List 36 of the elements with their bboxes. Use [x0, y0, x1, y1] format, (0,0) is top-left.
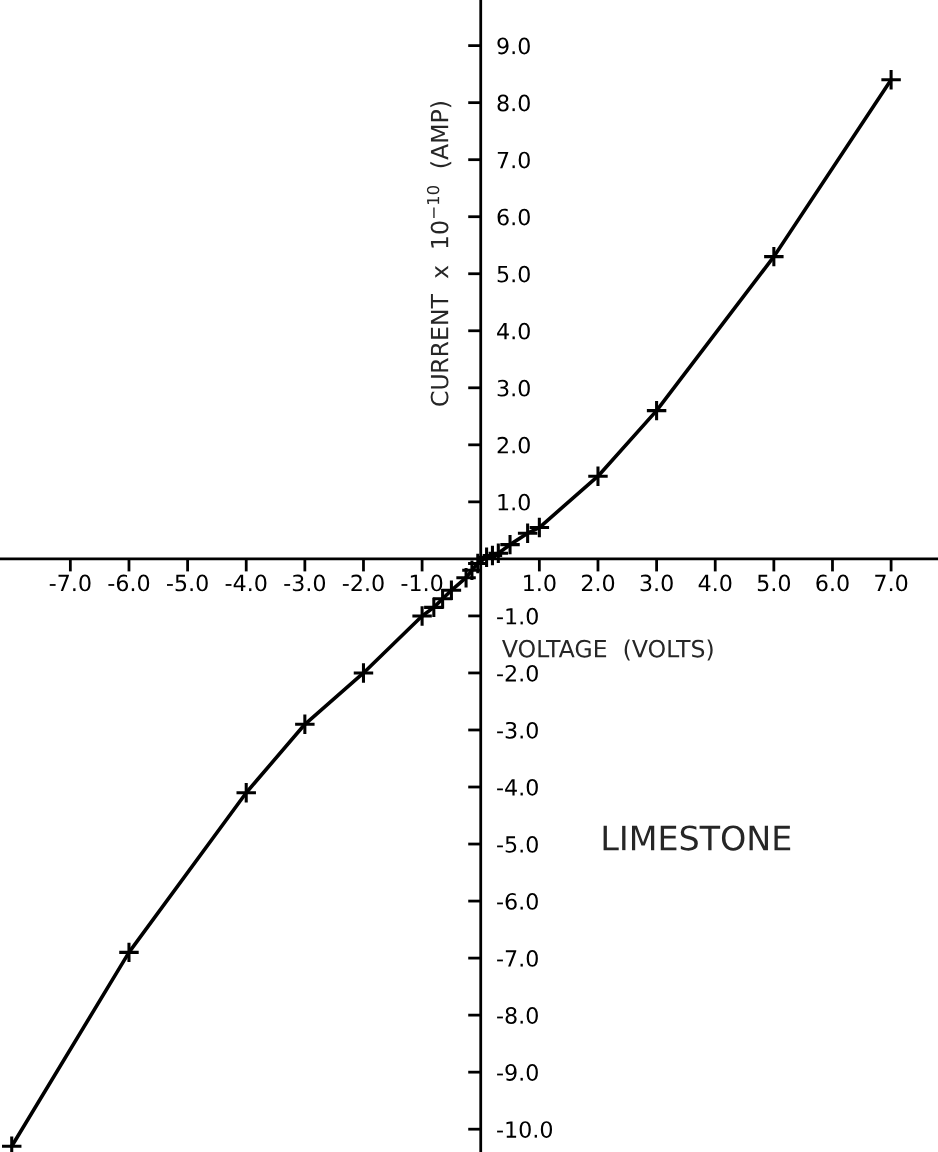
- x-tick-label: -7.0: [49, 574, 91, 592]
- annotation: LIMESTONE: [603, 825, 791, 851]
- x-tick-label: 1.0: [524, 574, 556, 592]
- y-tick-label: -3.0: [497, 721, 538, 739]
- y-tick-label: 6.0: [497, 208, 530, 226]
- x-tick-label: -2.0: [342, 574, 384, 592]
- x-tick-label: 7.0: [875, 574, 908, 592]
- y-tick-label: 9.0: [497, 37, 530, 55]
- x-tick-label: 3.0: [640, 574, 673, 592]
- y-tick-label: 2.0: [497, 436, 530, 454]
- y-tick-label: -2.0: [497, 664, 538, 682]
- y-tick-label: -6.0: [497, 893, 538, 910]
- x-tick-label: -3.0: [284, 574, 326, 592]
- y-tick-label: -8.0: [497, 1007, 538, 1024]
- y-axis-title: CURRENT x 10$^{−10}$ (AMP): [426, 102, 452, 406]
- y-tick-label: 5.0: [497, 265, 530, 283]
- y-tick-label: -1.0: [497, 607, 538, 625]
- y-tick-label: 4.0: [497, 322, 530, 340]
- y-tick-label: 8.0: [497, 94, 530, 112]
- y-tick-label: 1.0: [498, 493, 530, 511]
- x-tick-label: -1.0: [401, 574, 443, 592]
- x-tick-label: 2.0: [581, 574, 615, 592]
- x-tick-label: -6.0: [108, 574, 150, 592]
- x-axis-title: VOLTAGE (VOLTS): [502, 639, 713, 661]
- y-tick-label: -5.0: [497, 835, 538, 853]
- x-tick-label: 4.0: [698, 574, 732, 592]
- x-tick-label: -4.0: [225, 574, 267, 592]
- y-tick-label: -10.0: [497, 1121, 553, 1138]
- x-tick-label: 6.0: [816, 574, 849, 592]
- y-tick-label: -4.0: [497, 778, 538, 796]
- y-tick-label: -9.0: [497, 1064, 538, 1081]
- x-tick-label: -5.0: [167, 574, 208, 592]
- y-tick-label: -7.0: [497, 950, 538, 967]
- y-tick-label: 7.0: [497, 151, 530, 169]
- y-tick-label: 3.0: [497, 379, 530, 397]
- x-tick-label: 5.0: [757, 574, 791, 592]
